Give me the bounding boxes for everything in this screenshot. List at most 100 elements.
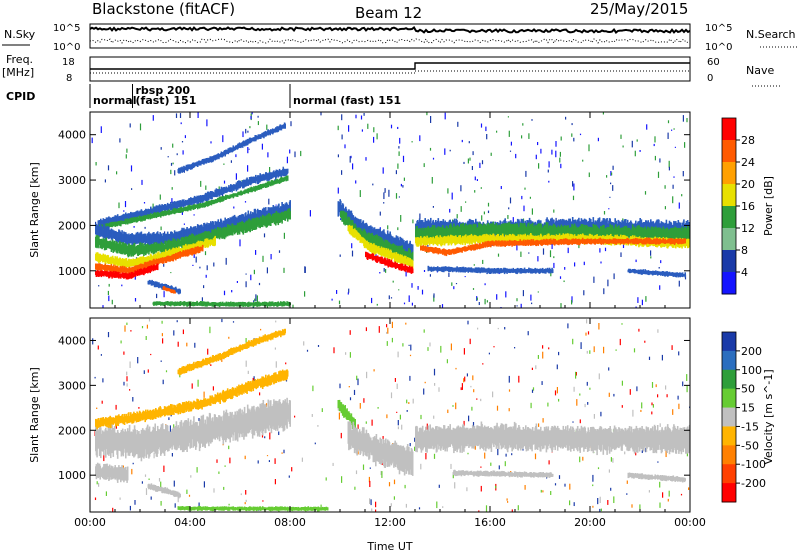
heatmap-speck	[583, 261, 585, 266]
heatmap-speck	[205, 185, 207, 190]
heatmap-speck	[275, 204, 277, 206]
heatmap-speck	[236, 281, 238, 283]
heatmap-speck	[363, 113, 365, 116]
heatmap-speck	[548, 180, 550, 183]
heatmap-speck	[126, 148, 128, 153]
heatmap-speck	[423, 270, 426, 272]
heatmap-speck	[205, 274, 207, 278]
heatmap-speck	[262, 255, 264, 262]
heatmap-speck	[650, 250, 652, 256]
heatmap-speck	[289, 149, 291, 154]
heatmap-speck	[163, 291, 165, 298]
heatmap-speck	[476, 179, 478, 181]
heatmap-speck	[520, 303, 522, 308]
heatmap-speck	[603, 211, 606, 215]
heatmap-speck	[496, 294, 498, 300]
heatmap-speck	[222, 191, 224, 199]
heatmap-speck	[249, 126, 251, 129]
heatmap-speck	[402, 185, 404, 188]
heatmap-speck	[571, 296, 573, 303]
noise-search-series	[89, 37, 691, 45]
heatmap-speck	[567, 247, 569, 254]
heatmap-speck	[549, 250, 552, 258]
heatmap-speck	[201, 297, 203, 301]
heatmap-speck	[123, 210, 125, 212]
heatmap-speck	[257, 115, 259, 118]
heatmap-speck	[373, 136, 375, 143]
heatmap-speck	[384, 188, 386, 193]
heatmap-speck	[139, 123, 142, 131]
heatmap-speck	[398, 289, 400, 291]
heatmap-speck	[251, 112, 253, 115]
nave-series	[90, 70, 690, 74]
heatmap-speck	[622, 145, 624, 148]
freq-left-unit: [MHz]	[2, 66, 34, 79]
heatmap-speck	[255, 250, 257, 255]
heatmap-column	[201, 244, 204, 252]
heatmap-speck	[104, 179, 106, 183]
heatmap-speck	[402, 155, 405, 163]
heatmap-speck	[444, 112, 446, 120]
heatmap-speck	[476, 307, 478, 308]
heatmap-speck	[571, 123, 573, 126]
heatmap-speck	[496, 130, 498, 133]
heatmap-speck	[253, 300, 255, 303]
heatmap-speck	[270, 254, 272, 260]
heatmap-speck	[654, 155, 656, 161]
heatmap-speck	[455, 283, 458, 285]
heatmap-speck	[449, 149, 451, 152]
heatmap-speck	[553, 256, 555, 259]
heatmap-speck	[521, 135, 523, 139]
heatmap-speck	[91, 137, 93, 144]
heatmap-speck	[267, 152, 269, 158]
heatmap-speck	[355, 180, 357, 184]
heatmap-speck	[247, 130, 249, 133]
heatmap-speck	[604, 247, 607, 252]
heatmap-speck	[484, 283, 486, 286]
heatmap-speck	[555, 141, 557, 147]
heatmap-column	[411, 260, 414, 269]
heatmap-speck	[668, 166, 670, 171]
heatmap-speck	[553, 209, 555, 213]
heatmap-speck	[608, 208, 610, 210]
heatmap-speck	[206, 119, 208, 127]
heatmap-speck	[283, 232, 285, 239]
heatmap-speck	[451, 192, 453, 200]
heatmap-speck	[681, 194, 683, 197]
heatmap-speck	[348, 288, 350, 293]
heatmap-speck	[174, 170, 176, 176]
heatmap-speck	[248, 148, 250, 150]
heatmap-speck	[468, 141, 470, 144]
heatmap-speck	[602, 112, 604, 115]
heatmap-speck	[261, 143, 263, 150]
heatmap-speck	[460, 206, 462, 212]
heatmap-speck	[235, 173, 237, 180]
heatmap-speck	[551, 242, 553, 250]
heatmap-speck	[650, 256, 652, 259]
heatmap-speck	[622, 242, 625, 249]
heatmap-speck	[537, 291, 539, 293]
heatmap-speck	[613, 273, 615, 280]
heatmap-speck	[472, 151, 474, 156]
beam-title: Beam 12	[355, 4, 422, 22]
heatmap-speck	[304, 266, 306, 273]
heatmap-column	[214, 235, 216, 246]
heatmap-speck	[481, 160, 484, 165]
heatmap-speck	[481, 215, 483, 221]
heatmap-speck	[610, 182, 612, 185]
heatmap-speck	[269, 167, 271, 174]
heatmap-speck	[247, 165, 249, 172]
heatmap-speck	[400, 183, 402, 187]
heatmap-speck	[472, 288, 475, 290]
heatmap-speck	[134, 276, 136, 280]
heatmap-speck	[520, 251, 522, 257]
heatmap-column	[286, 175, 289, 181]
heatmap-speck	[476, 297, 478, 301]
heatmap-speck	[160, 226, 162, 231]
heatmap-speck	[559, 157, 561, 163]
heatmap-speck	[560, 136, 562, 141]
heatmap-speck	[193, 214, 195, 216]
heatmap-speck	[355, 114, 357, 119]
heatmap-speck	[540, 148, 542, 154]
